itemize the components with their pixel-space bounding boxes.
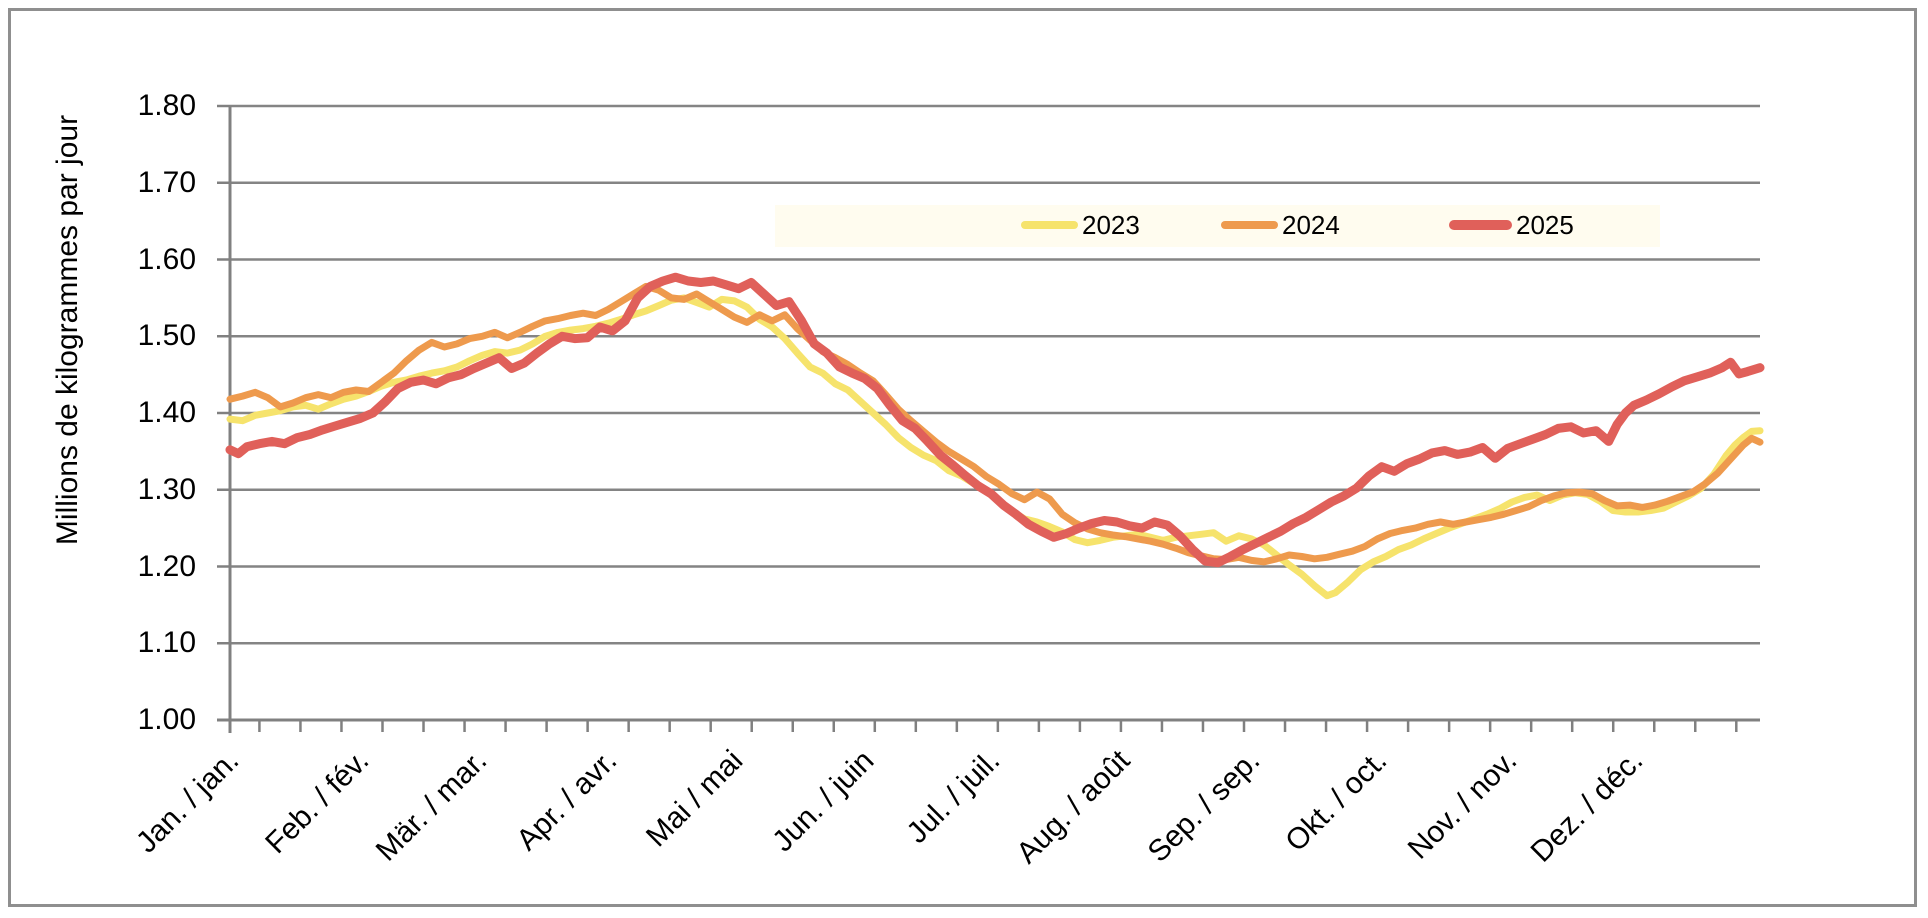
legend-item-2024: 2024 xyxy=(1221,206,1340,244)
y-tick-label: 1.50 xyxy=(137,319,196,353)
legend-background xyxy=(775,205,1660,247)
y-tick-label: 1.40 xyxy=(137,396,196,429)
y-tick-label: 1.60 xyxy=(137,242,196,276)
legend-label-2025: 2025 xyxy=(1516,209,1574,240)
y-tick-label: 1.10 xyxy=(137,626,196,660)
legend-swatch-2025 xyxy=(1449,220,1512,230)
y-tick-label: 1.00 xyxy=(137,703,196,736)
y-tick-label: 1.70 xyxy=(137,165,196,199)
legend-label-2024: 2024 xyxy=(1282,209,1340,240)
y-tick-label: 1.30 xyxy=(137,472,196,506)
y-tick-label: 1.80 xyxy=(137,89,196,122)
legend-label-2023: 2023 xyxy=(1082,209,1140,240)
legend-swatch-2024 xyxy=(1221,221,1278,229)
legend-item-2025: 2025 xyxy=(1449,206,1574,244)
legend-item-2023: 2023 xyxy=(1021,206,1140,244)
legend-swatch-2023 xyxy=(1021,221,1078,229)
y-axis-title: Millions de kilogrammes par jour xyxy=(51,114,84,546)
y-tick-label: 1.20 xyxy=(137,549,196,583)
